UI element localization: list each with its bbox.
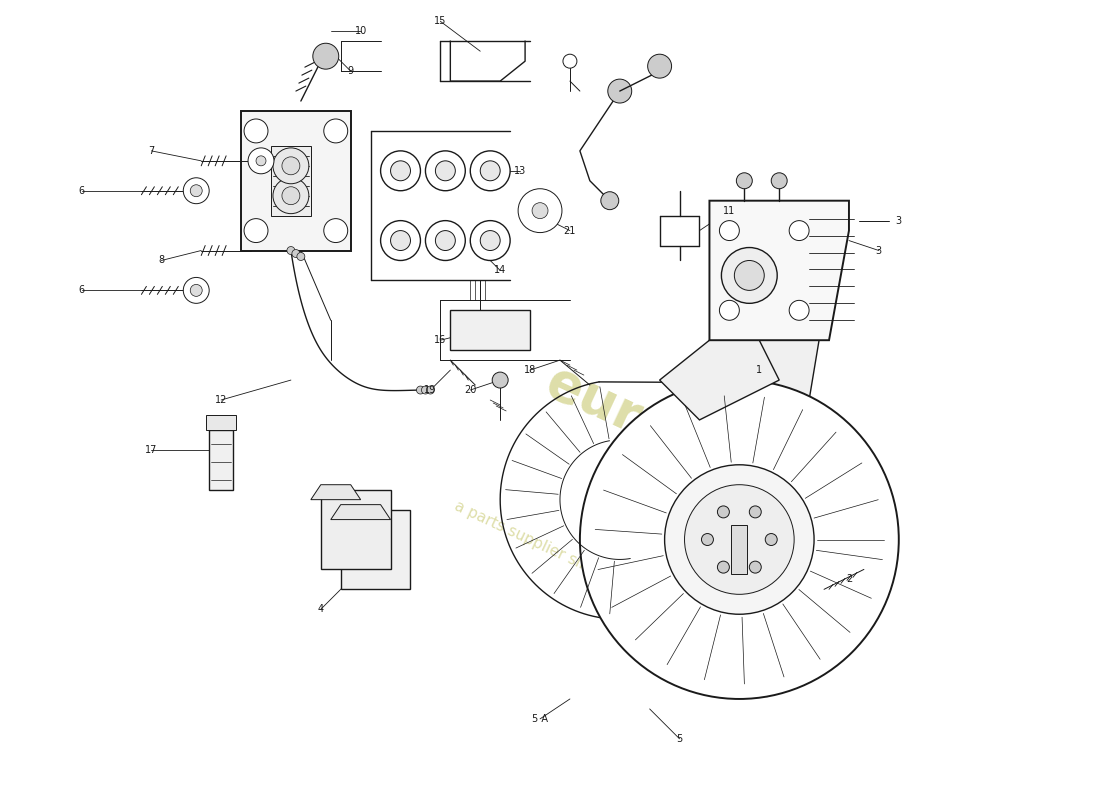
Polygon shape (710, 340, 820, 400)
Text: 12: 12 (214, 395, 228, 405)
Circle shape (717, 506, 729, 518)
Text: 11: 11 (724, 206, 736, 216)
Circle shape (249, 148, 274, 174)
Bar (321, 490, 390, 570)
Circle shape (481, 230, 500, 250)
Text: 20: 20 (464, 385, 476, 395)
Circle shape (417, 386, 425, 394)
Text: 9: 9 (348, 66, 354, 76)
Text: 10: 10 (354, 26, 366, 36)
Circle shape (297, 253, 305, 261)
Text: 8: 8 (158, 255, 164, 266)
Text: 5 A: 5 A (532, 714, 548, 724)
Circle shape (312, 43, 339, 69)
Text: 1: 1 (756, 365, 762, 375)
Text: 13: 13 (514, 166, 526, 176)
Circle shape (471, 221, 510, 261)
Text: 6: 6 (78, 286, 85, 295)
Circle shape (736, 173, 752, 189)
Circle shape (664, 465, 814, 614)
Circle shape (580, 380, 899, 699)
Circle shape (282, 157, 300, 174)
Text: 6: 6 (78, 186, 85, 196)
Circle shape (190, 285, 202, 296)
Bar (341, 510, 410, 590)
Circle shape (427, 386, 434, 394)
Circle shape (287, 246, 295, 254)
Circle shape (436, 230, 455, 250)
Bar (450, 310, 530, 350)
Circle shape (323, 218, 348, 242)
Circle shape (426, 151, 465, 190)
Text: 15: 15 (434, 16, 447, 26)
Circle shape (292, 250, 300, 258)
Circle shape (789, 300, 810, 320)
Text: 2: 2 (846, 574, 852, 584)
Circle shape (381, 221, 420, 261)
Polygon shape (710, 201, 849, 340)
Text: 16: 16 (434, 335, 447, 346)
Text: 4: 4 (318, 604, 323, 614)
Circle shape (771, 173, 788, 189)
Circle shape (390, 230, 410, 250)
Polygon shape (660, 340, 779, 420)
Text: 19: 19 (425, 385, 437, 395)
Circle shape (184, 278, 209, 303)
Circle shape (323, 119, 348, 143)
Circle shape (492, 372, 508, 388)
Text: 7: 7 (148, 146, 154, 156)
Circle shape (702, 534, 714, 546)
Circle shape (282, 186, 300, 205)
Circle shape (563, 54, 576, 68)
Bar (209, 430, 233, 490)
Circle shape (481, 161, 500, 181)
Polygon shape (331, 505, 390, 519)
Circle shape (256, 156, 266, 166)
Text: 3: 3 (895, 216, 902, 226)
Circle shape (426, 221, 465, 261)
Circle shape (244, 218, 268, 242)
Polygon shape (311, 485, 361, 500)
Circle shape (722, 247, 778, 303)
Text: eurospares: eurospares (538, 356, 861, 544)
Circle shape (532, 202, 548, 218)
Circle shape (749, 561, 761, 573)
Circle shape (184, 178, 209, 204)
Circle shape (273, 178, 309, 214)
Circle shape (648, 54, 672, 78)
Text: 14: 14 (494, 266, 506, 275)
Text: a parts supplier since 1985: a parts supplier since 1985 (452, 498, 648, 600)
Circle shape (518, 189, 562, 233)
Circle shape (273, 148, 309, 184)
Circle shape (789, 221, 810, 241)
Circle shape (719, 221, 739, 241)
Circle shape (717, 561, 729, 573)
Circle shape (436, 161, 455, 181)
Circle shape (749, 506, 761, 518)
Circle shape (608, 79, 631, 103)
Text: 18: 18 (524, 365, 536, 375)
Polygon shape (732, 525, 747, 574)
Polygon shape (271, 146, 311, 216)
Circle shape (735, 261, 764, 290)
Circle shape (390, 161, 410, 181)
Circle shape (766, 534, 778, 546)
Circle shape (421, 386, 429, 394)
Text: 21: 21 (563, 226, 576, 235)
Circle shape (381, 151, 420, 190)
Circle shape (601, 192, 619, 210)
Text: 3: 3 (876, 246, 882, 255)
Polygon shape (241, 111, 351, 250)
Circle shape (684, 485, 794, 594)
Text: 5: 5 (676, 734, 683, 744)
Bar (206, 415, 236, 430)
Circle shape (719, 300, 739, 320)
Circle shape (244, 119, 268, 143)
Circle shape (471, 151, 510, 190)
Text: 17: 17 (145, 445, 157, 455)
Circle shape (190, 185, 202, 197)
